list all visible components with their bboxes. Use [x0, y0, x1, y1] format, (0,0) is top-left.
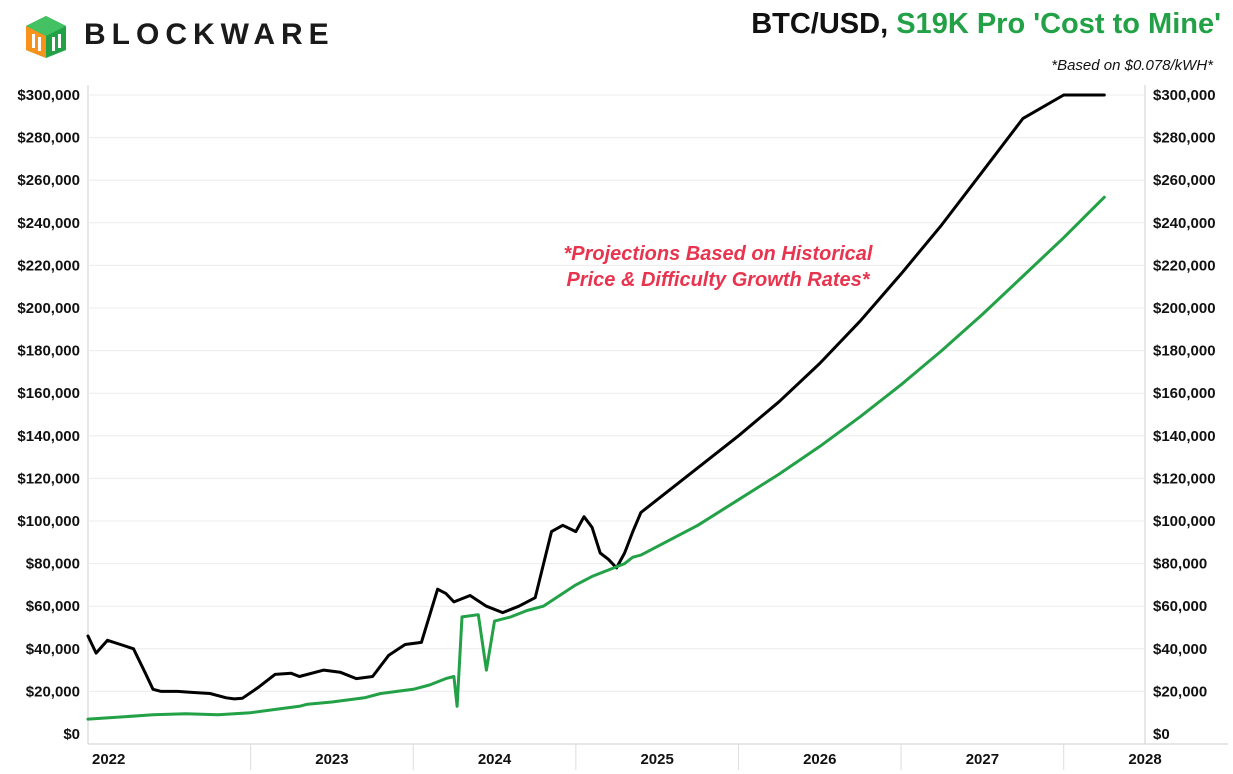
cost-to-mine-line	[86, 195, 1106, 721]
chart-header: BLOCKWARE BTC/USD, S19K Pro 'Cost to Min…	[0, 0, 1233, 88]
x-tick-label: 2027	[966, 751, 999, 768]
x-tick-label: 2024	[478, 751, 512, 768]
x-tick-label: 2025	[640, 751, 673, 768]
y-tick-label: $120,000	[17, 470, 80, 487]
y-tick-label: $200,000	[17, 300, 80, 317]
y-axis-left: $0 $20,000 $40,000 $60,000 $80,000 $100,000 $1…	[17, 87, 80, 743]
y-tick-label-right: $180,000	[1153, 343, 1216, 360]
x-tick-label: 2022	[92, 751, 125, 768]
chart-title-part1: BTC/USD,	[751, 8, 889, 40]
x-tick-label: 2026	[803, 751, 836, 768]
y-tick-label-right: $220,000	[1153, 257, 1216, 274]
y-tick-label: $280,000	[17, 130, 80, 147]
y-tick-label: $100,000	[17, 513, 80, 530]
x-axis: 2022 2023 2024 2025 2026 2027 2028	[88, 743, 1228, 770]
chart-title: BTC/USD, S19K Pro 'Cost to Mine'	[751, 8, 1221, 41]
y-tick-label-right: $40,000	[1153, 641, 1207, 658]
y-tick-label: $60,000	[26, 598, 80, 615]
y-tick-label: $40,000	[26, 641, 80, 658]
y-tick-label-right: $160,000	[1153, 385, 1216, 402]
y-tick-label-right: $240,000	[1153, 215, 1216, 232]
y-tick-label-right: $280,000	[1153, 130, 1216, 147]
y-tick-label: $0	[63, 726, 80, 743]
y-tick-label: $180,000	[17, 343, 80, 360]
blockware-logo-icon	[26, 16, 66, 58]
y-tick-label: $140,000	[17, 428, 80, 445]
y-tick-label-right: $200,000	[1153, 300, 1216, 317]
btc-price-line	[86, 93, 1106, 701]
x-tick-label: 2028	[1128, 751, 1161, 768]
chart-title-part2: S19K Pro 'Cost to Mine'	[896, 8, 1221, 40]
series-lines	[86, 93, 1106, 721]
y-tick-label: $260,000	[17, 172, 80, 189]
y-axis-right: $0 $20,000 $40,000 $60,000 $80,000 $100,000 $1…	[1153, 87, 1216, 743]
grid-lines	[87, 85, 1146, 744]
y-tick-label: $160,000	[17, 385, 80, 402]
y-tick-label-right: $100,000	[1153, 513, 1216, 530]
x-tick-label: 2023	[315, 751, 348, 768]
y-tick-label: $220,000	[17, 257, 80, 274]
y-tick-label-right: $0	[1153, 726, 1170, 743]
projection-annotation-line1: *Projections Based on Historical	[564, 243, 873, 265]
y-tick-label-right: $80,000	[1153, 556, 1207, 573]
y-tick-label: $20,000	[26, 683, 80, 700]
y-tick-label: $300,000	[17, 87, 80, 104]
y-tick-label: $240,000	[17, 215, 80, 232]
chart-subtitle: *Based on $0.078/kWH*	[1051, 57, 1213, 74]
brand-name: BLOCKWARE	[84, 18, 335, 51]
y-tick-label-right: $260,000	[1153, 172, 1216, 189]
y-tick-label-right: $20,000	[1153, 683, 1207, 700]
y-tick-label-right: $120,000	[1153, 470, 1216, 487]
y-tick-label-right: $60,000	[1153, 598, 1207, 615]
y-tick-label-right: $300,000	[1153, 87, 1216, 104]
projection-annotation-line2: Price & Difficulty Growth Rates*	[566, 269, 870, 291]
y-tick-label-right: $140,000	[1153, 428, 1216, 445]
y-tick-label: $80,000	[26, 556, 80, 573]
